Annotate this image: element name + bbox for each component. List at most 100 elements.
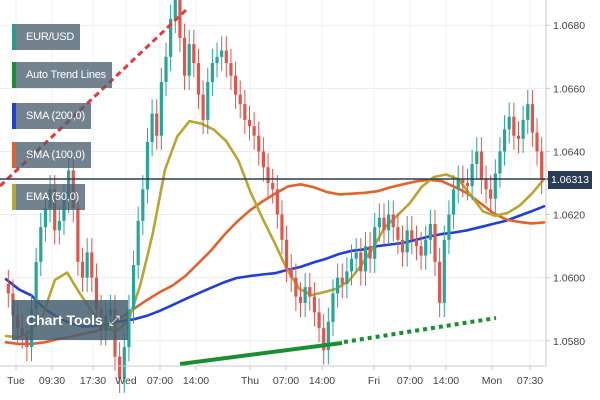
y-tick-label: 1.0680	[553, 20, 585, 32]
candle-body	[410, 230, 414, 240]
candle-body	[229, 63, 233, 76]
x-tick-label: 14:00	[433, 375, 459, 387]
candle-body	[201, 94, 205, 120]
candle-body	[247, 119, 252, 127]
candle-body	[257, 135, 261, 152]
candle-body	[141, 189, 145, 221]
candle-body	[507, 116, 511, 130]
candle-body	[340, 277, 344, 284]
candle-body	[345, 271, 349, 284]
candle-body	[368, 246, 372, 259]
candle-body	[475, 151, 479, 165]
candle-body	[289, 268, 293, 278]
candle-body	[382, 217, 386, 231]
candle-body	[396, 227, 400, 240]
legend-item[interactable]: EUR/USD	[12, 24, 81, 50]
candle-body	[419, 246, 423, 256]
candle-body	[173, 0, 177, 19]
candle-body	[284, 239, 289, 269]
candle-body	[484, 179, 488, 190]
candle-body	[206, 82, 210, 120]
candle-body	[266, 167, 270, 183]
candle-body	[414, 239, 419, 247]
candle-body	[438, 261, 442, 303]
x-tick-label: Thu	[241, 375, 259, 387]
x-tick-label: 17:30	[80, 375, 106, 387]
x-tick-label: 09:30	[39, 375, 65, 387]
candle-body	[521, 119, 525, 139]
candle-body	[526, 104, 530, 120]
candle-body	[275, 189, 279, 215]
candle-body	[150, 113, 154, 142]
candle-body	[405, 230, 409, 253]
x-tick-label: Fri	[368, 375, 380, 387]
x-tick-label: Mon	[482, 375, 503, 387]
legend-item[interactable]: SMA (100,0)	[12, 142, 91, 168]
candle-body	[196, 63, 201, 95]
x-tick-label: 14:00	[309, 375, 335, 387]
candle-body	[215, 56, 219, 64]
candle-body	[280, 214, 284, 240]
candle-body	[400, 239, 405, 253]
candle-body	[131, 265, 136, 310]
candle-body	[498, 151, 502, 174]
candle-body	[391, 214, 395, 228]
candle-body	[535, 132, 539, 152]
support-trend-line	[179, 341, 343, 366]
candle-body	[34, 261, 38, 310]
candle-body	[233, 75, 238, 95]
current-price-tag: 1.06313	[548, 171, 592, 189]
candle-body	[145, 141, 150, 190]
y-tick-label: 1.0600	[553, 273, 585, 285]
candle-body	[43, 208, 48, 228]
candle-body	[308, 287, 312, 297]
chart-tools-button[interactable]: Chart Tools ⤢	[12, 300, 128, 340]
candle-body	[159, 82, 163, 136]
candle-body	[127, 309, 131, 348]
candle-body	[349, 258, 354, 272]
candle-body	[354, 252, 358, 259]
legend-item-label: Auto Trend Lines	[26, 69, 106, 81]
legend-item-label: SMA (100,0)	[26, 149, 85, 161]
candle-body	[192, 44, 196, 64]
candle-body	[461, 179, 465, 183]
candle-body	[377, 217, 381, 228]
candle-body	[336, 277, 340, 294]
candle-body	[479, 151, 483, 180]
legend-item[interactable]: EMA (50,0)	[12, 184, 86, 210]
candle-body	[122, 347, 126, 379]
candle-body	[94, 277, 99, 310]
candle-body	[118, 356, 122, 379]
candle-body	[243, 104, 247, 120]
expand-icon: ⤢	[108, 312, 120, 328]
candle-body	[25, 334, 29, 348]
legend-item[interactable]: SMA (200,0)	[12, 103, 91, 129]
candle-body	[359, 252, 363, 272]
candle-body	[80, 261, 85, 278]
legend-item[interactable]: Auto Trend Lines	[12, 62, 112, 88]
candle-body	[169, 18, 173, 57]
candle-body	[252, 126, 256, 136]
candle-body	[6, 283, 10, 294]
candle-body	[85, 252, 89, 278]
legend-item-label: EMA (50,0)	[26, 191, 80, 203]
candle-body	[442, 239, 446, 303]
candle-body	[312, 296, 317, 313]
price-axis: 1.0680 1.0660 1.0640 1.0620 1.0600 1.0580	[546, 20, 585, 348]
x-tick-label: 07:00	[273, 375, 299, 387]
candle-body	[182, 37, 187, 76]
y-tick-label: 1.0580	[553, 336, 585, 348]
candle-body	[516, 135, 521, 139]
x-tick-label: 07:00	[397, 375, 423, 387]
candle-body	[317, 312, 321, 329]
candle-body	[373, 227, 377, 259]
candle-body	[428, 224, 432, 240]
chart-tools-label: Chart Tools	[26, 312, 103, 328]
candle-body	[238, 94, 242, 105]
y-tick-label: 1.0620	[553, 210, 585, 222]
x-tick-label: 07:30	[517, 375, 543, 387]
candle-body	[271, 183, 275, 190]
candle-body	[424, 239, 428, 256]
time-axis: Tue 09:30 17:30 Wed 07:00 14:00 Thu 07:00 14:00 F…	[7, 366, 543, 387]
